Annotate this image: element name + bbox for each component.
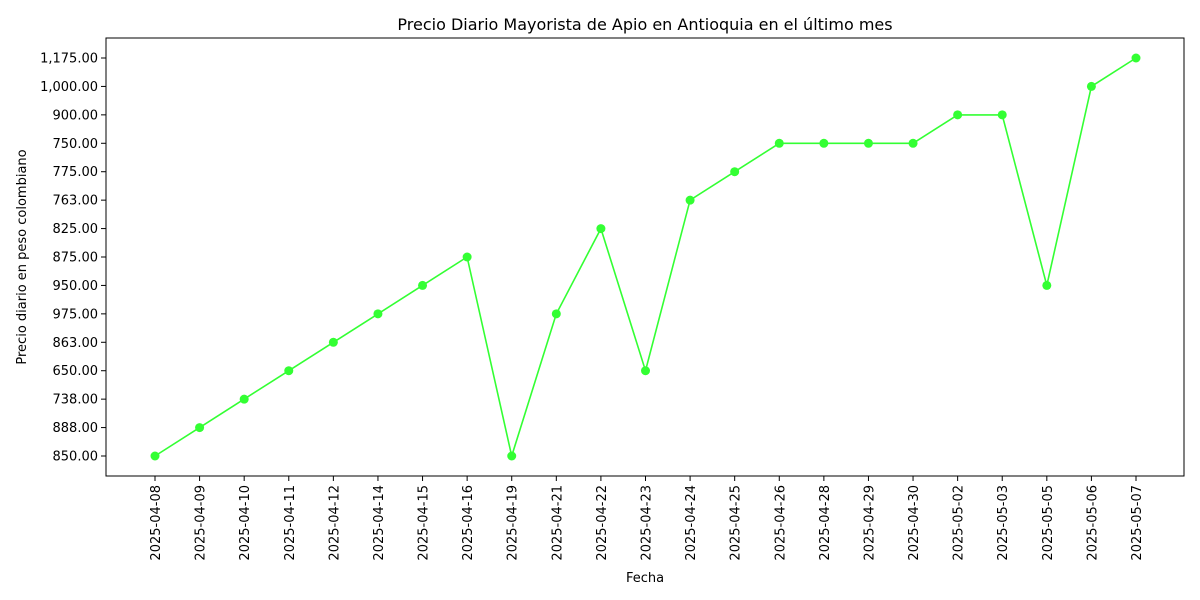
data-point	[641, 366, 650, 376]
series-line	[154, 57, 1137, 460]
x-tick-label: 2025-04-11	[283, 485, 298, 561]
x-tick-label: 2025-05-02	[952, 485, 967, 561]
data-point	[819, 138, 829, 148]
data-point	[596, 224, 606, 234]
data-point	[195, 423, 205, 433]
y-axis: 850.00 888.00 738.00 650.00 863.00 975.00 950.…	[40, 52, 106, 465]
data-point	[328, 337, 338, 347]
x-axis: 2025-04-08 2025-04-09 2025-04-10 2025-04-11…	[149, 476, 1145, 561]
data-point	[863, 138, 873, 148]
y-tick-label: 850.00	[53, 450, 99, 465]
data-point	[150, 451, 160, 461]
x-tick-label: 2025-04-23	[640, 485, 655, 561]
x-tick-label: 2025-04-12	[327, 485, 342, 561]
x-tick-label: 2025-04-21	[550, 485, 565, 561]
y-tick-label: 1,175.00	[40, 52, 98, 67]
y-tick-label: 750.00	[53, 137, 99, 152]
y-tick-label: 738.00	[53, 393, 99, 408]
data-point	[908, 138, 918, 148]
x-tick-label: 2025-04-15	[417, 485, 432, 561]
data-point	[507, 451, 517, 461]
data-point	[551, 309, 561, 319]
y-tick-label: 875.00	[53, 251, 99, 266]
data-point	[953, 110, 963, 120]
x-tick-label: 2025-04-16	[461, 485, 476, 561]
plot-frame	[105, 37, 1185, 477]
x-tick-label: 2025-05-03	[996, 485, 1011, 561]
x-tick-label: 2025-04-08	[149, 485, 164, 561]
data-point	[284, 366, 294, 376]
x-tick-label: 2025-04-30	[907, 485, 922, 561]
x-tick-label: 2025-04-24	[684, 485, 699, 561]
chart-title: Precio Diario Mayorista de Apio en Antio…	[397, 15, 892, 34]
data-point	[685, 195, 695, 205]
series-points	[150, 53, 1141, 461]
data-point	[997, 110, 1007, 120]
data-point	[239, 394, 249, 404]
x-axis-label: Fecha	[626, 571, 664, 586]
x-tick-label: 2025-04-19	[506, 485, 521, 561]
x-tick-label: 2025-04-29	[862, 485, 877, 561]
data-point	[1086, 81, 1096, 91]
x-tick-label: 2025-04-14	[372, 485, 387, 561]
y-tick-label: 975.00	[53, 307, 99, 322]
data-point	[462, 252, 472, 262]
y-tick-label: 863.00	[53, 336, 99, 351]
data-point	[373, 309, 383, 319]
y-tick-label: 763.00	[53, 194, 99, 209]
y-tick-label: 900.00	[53, 108, 99, 123]
y-axis-label: Precio diario en peso colombiano	[15, 149, 30, 364]
y-tick-label: 1,000.00	[40, 80, 98, 95]
y-tick-label: 775.00	[53, 165, 99, 180]
x-tick-label: 2025-04-25	[729, 485, 744, 561]
x-tick-label: 2025-04-09	[194, 485, 209, 561]
data-point	[1131, 53, 1141, 63]
data-point	[730, 167, 740, 177]
y-tick-label: 950.00	[53, 279, 99, 294]
data-point	[418, 280, 428, 290]
x-tick-label: 2025-04-28	[818, 485, 833, 561]
x-tick-label: 2025-04-26	[773, 485, 788, 561]
x-tick-label: 2025-04-22	[595, 485, 610, 561]
data-point	[774, 138, 784, 148]
x-tick-label: 2025-05-05	[1041, 485, 1056, 561]
x-tick-label: 2025-05-07	[1130, 485, 1145, 561]
y-tick-label: 650.00	[53, 364, 99, 379]
x-tick-label: 2025-04-10	[238, 485, 253, 561]
x-tick-label: 2025-05-06	[1085, 485, 1100, 561]
y-tick-label: 825.00	[53, 222, 99, 237]
y-tick-label: 888.00	[53, 421, 99, 436]
data-point	[1042, 280, 1052, 290]
